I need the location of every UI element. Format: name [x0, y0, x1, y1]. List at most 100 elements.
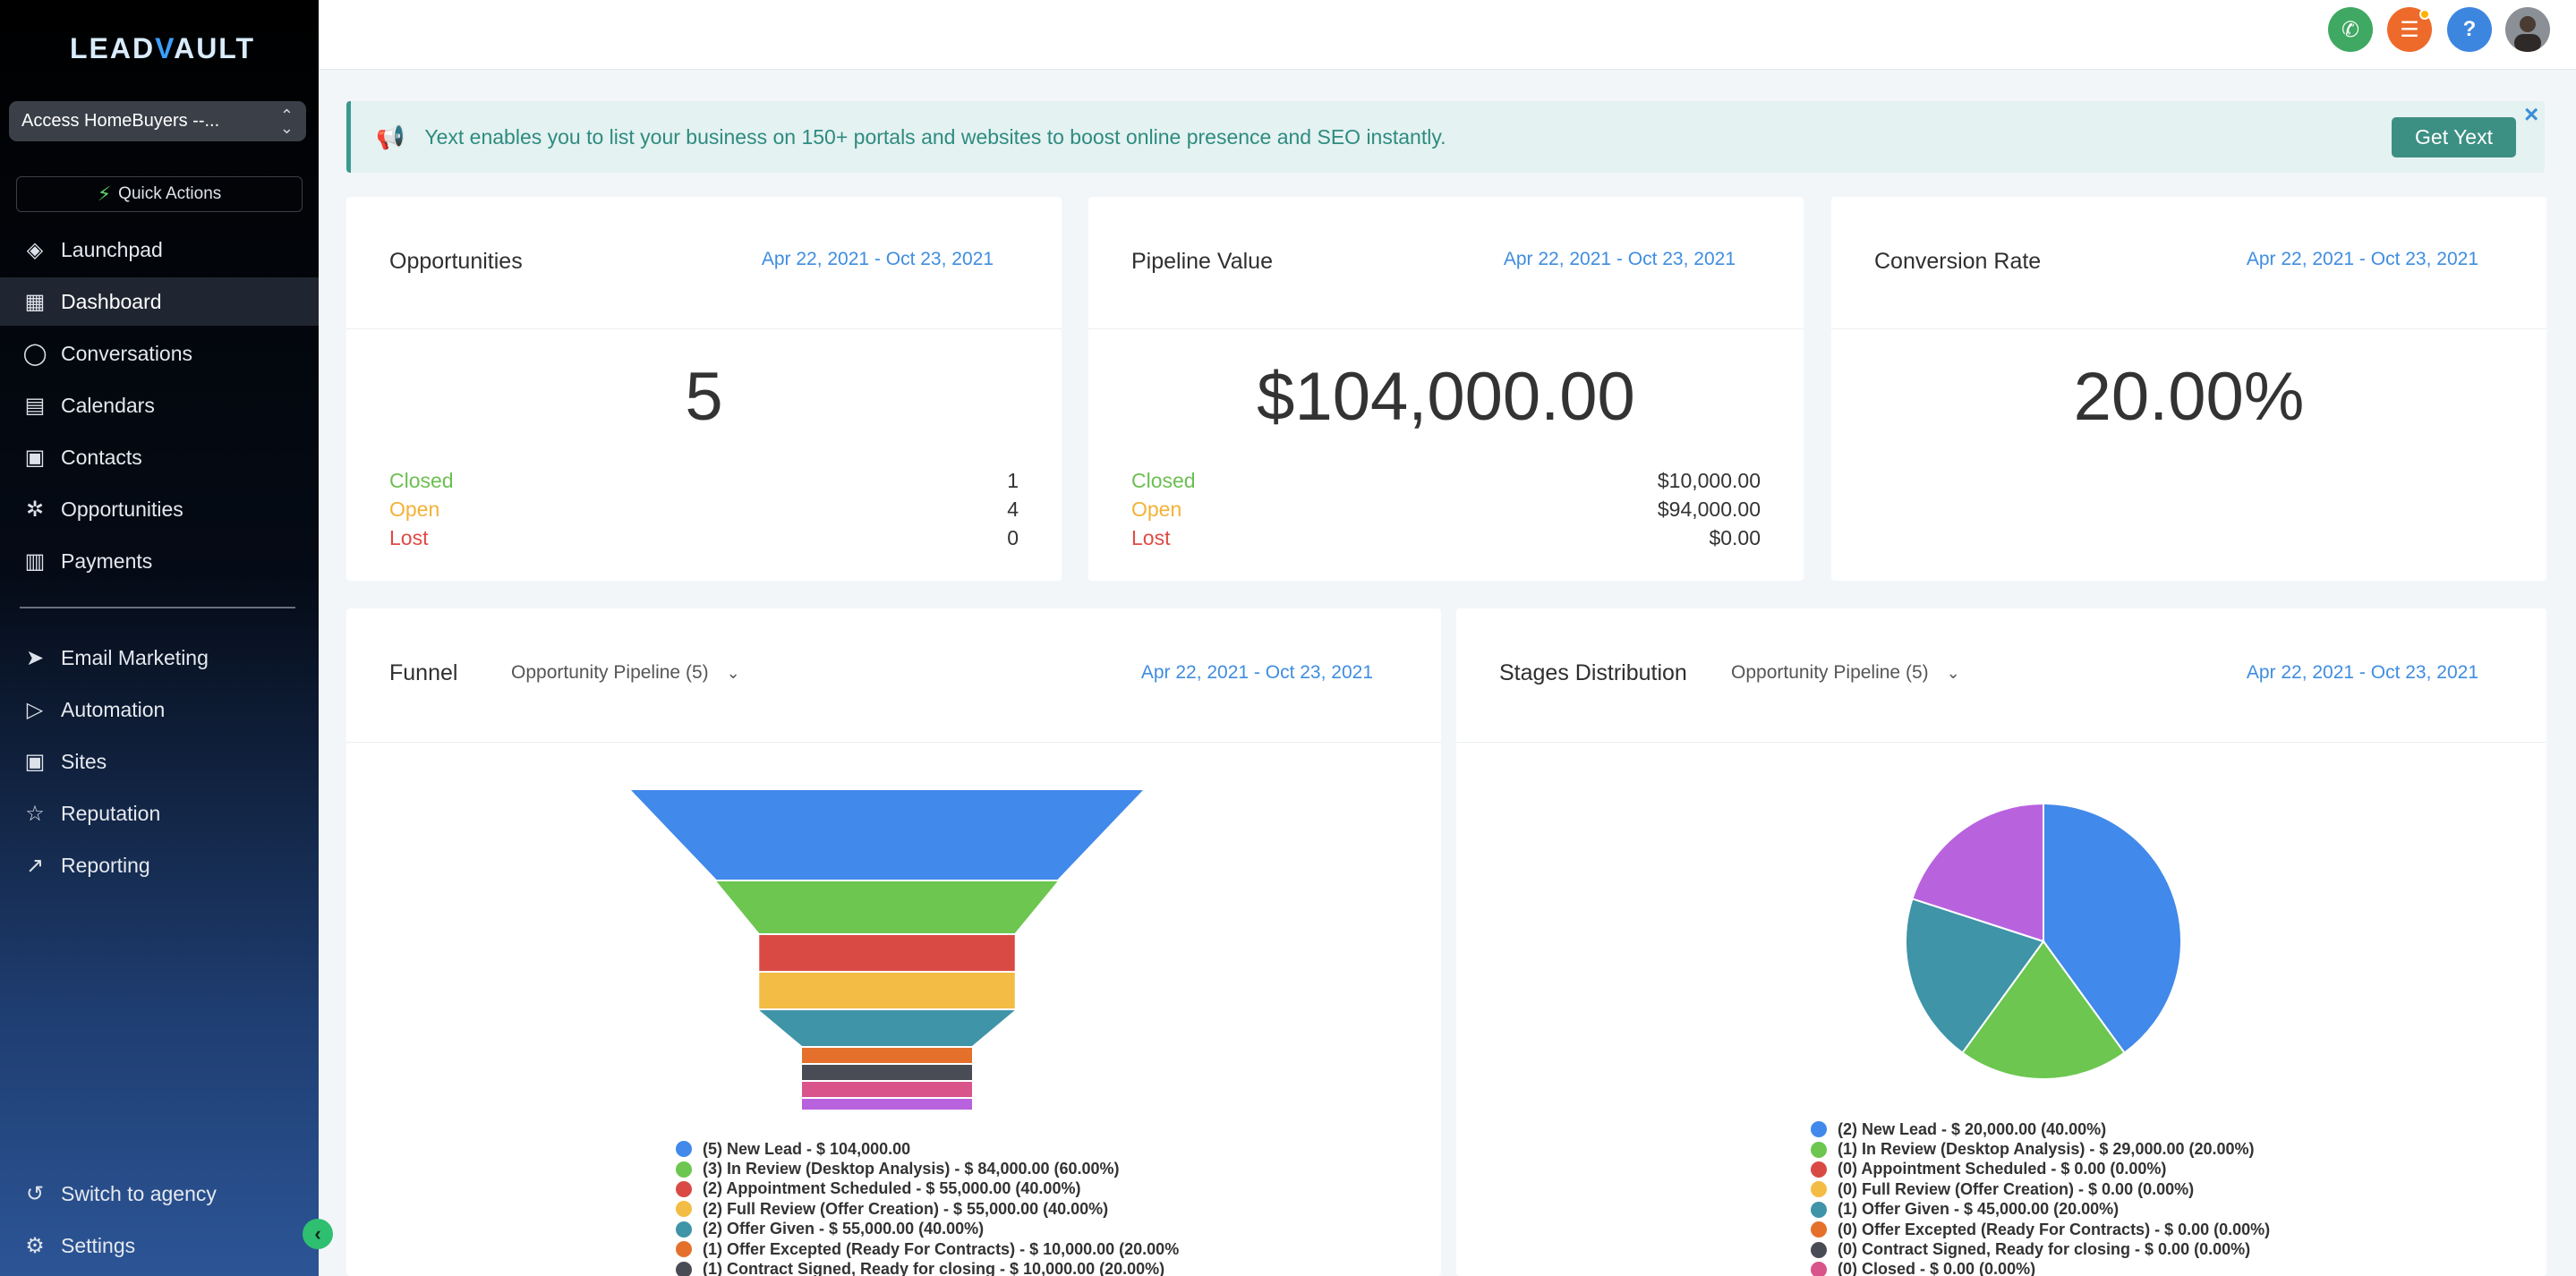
legend-item[interactable]: (0) Offer Excepted (Ready For Contracts)… — [1811, 1220, 2270, 1239]
funnel-segment-0[interactable] — [631, 790, 1143, 880]
date-range[interactable]: Apr 22, 2021 - Oct 23, 2021 — [1503, 249, 1736, 269]
settings-button[interactable]: ⚙ Settings — [0, 1221, 319, 1270]
legend-label: (0) Offer Excepted (Ready For Contracts)… — [1838, 1220, 2271, 1238]
funnel-pipeline-select[interactable]: Opportunity Pipeline (5) ⌄ — [511, 662, 740, 683]
legend-swatch — [676, 1180, 692, 1197]
close-banner-icon[interactable]: × — [2524, 100, 2539, 128]
legend-swatch — [1811, 1201, 1827, 1218]
funnel-segment-3[interactable] — [759, 973, 1015, 1008]
phone-icon: ✆ — [2341, 17, 2360, 42]
calendar-icon: ▤ — [24, 393, 46, 418]
switch-agency-button[interactable]: ↺ Switch to agency — [0, 1170, 319, 1218]
funnel-segment-4[interactable] — [759, 1010, 1015, 1046]
legend-item[interactable]: (2) Offer Given - $ 55,000.00 (40.00%) — [676, 1220, 1179, 1239]
sidebar-item-label: Calendars — [61, 393, 155, 417]
legend-swatch — [1811, 1181, 1827, 1198]
legend-label: (1) Contract Signed, Ready for closing -… — [703, 1260, 1165, 1276]
legend-item[interactable]: (2) New Lead - $ 20,000.00 (40.00%) — [1811, 1119, 2270, 1139]
sidebar-item-calendars[interactable]: ▤ Calendars — [0, 381, 319, 430]
date-range[interactable]: Apr 22, 2021 - Oct 23, 2021 — [761, 249, 994, 269]
stages-pie-chart — [1905, 802, 2182, 1080]
legend-item[interactable]: (3) In Review (Desktop Analysis) - $ 84,… — [676, 1159, 1179, 1178]
sidebar-item-dashboard[interactable]: ▦ Dashboard — [0, 277, 319, 326]
date-range[interactable]: Apr 22, 2021 - Oct 23, 2021 — [2246, 249, 2478, 269]
stages-pipeline-select[interactable]: Opportunity Pipeline (5) ⌄ — [1731, 662, 1960, 683]
opportunities-card: Opportunities Apr 22, 2021 - Oct 23, 202… — [346, 197, 1062, 581]
legend-swatch — [676, 1201, 692, 1218]
star-icon: ☆ — [25, 801, 45, 826]
funnel-segment-2[interactable] — [759, 935, 1015, 971]
legend-label: (2) New Lead - $ 20,000.00 (40.00%) — [1838, 1119, 2107, 1138]
legend-item[interactable]: (0) Contract Signed, Ready for closing -… — [1811, 1239, 2270, 1259]
sidebar-item-contacts[interactable]: ▣ Contacts — [0, 433, 319, 481]
sidebar: LEADVAULT Access HomeBuyers --... ⌃ ⌄ ⚡ Q… — [0, 0, 333, 1276]
sidebar-item-opportunities[interactable]: ✲ Opportunities — [0, 485, 319, 533]
get-yext-button[interactable]: Get Yext — [2392, 117, 2516, 157]
funnel-date-range[interactable]: Apr 22, 2021 - Oct 23, 2021 — [1140, 662, 1373, 683]
funnel-segment-8[interactable] — [802, 1099, 972, 1110]
funnel-segment-6[interactable] — [802, 1065, 972, 1080]
legend-item[interactable]: (1) Contract Signed, Ready for closing -… — [676, 1259, 1179, 1276]
sidebar-item-reputation[interactable]: ☆ Reputation — [0, 789, 319, 838]
stages-date-range[interactable]: Apr 22, 2021 - Oct 23, 2021 — [2246, 662, 2478, 683]
funnel-segment-7[interactable] — [802, 1082, 972, 1097]
sidebar-item-email-marketing[interactable]: ➤ Email Marketing — [0, 634, 319, 682]
legend-label: (1) In Review (Desktop Analysis) - $ 29,… — [1838, 1140, 2255, 1159]
legend-item[interactable]: (0) Full Review (Offer Creation) - $ 0.0… — [1811, 1179, 2270, 1199]
tasks-button[interactable]: ☰ — [2387, 7, 2432, 52]
legend-item[interactable]: (1) In Review (Desktop Analysis) - $ 29,… — [1811, 1139, 2270, 1159]
sidebar-nav-secondary: ➤ Email Marketing ▷ Automation ▣ Sites ☆ Reputa… — [0, 634, 319, 893]
notification-dot — [2419, 9, 2430, 20]
trend-icon: ↗ — [25, 853, 45, 878]
sidebar-item-launchpad[interactable]: ◈ Launchpad — [0, 225, 319, 274]
legend-swatch — [676, 1141, 692, 1158]
row-open: Open $94,000.00 — [1131, 498, 1761, 521]
account-switcher[interactable]: Access HomeBuyers --... ⌃ ⌄ — [9, 101, 306, 141]
sidebar-item-conversations[interactable]: ◯ Conversations — [0, 329, 319, 378]
chevron-updown-icon: ⌃ ⌄ — [279, 106, 294, 137]
sidebar-footer: ↺ Switch to agency ⚙ Settings — [0, 1170, 319, 1273]
legend-item[interactable]: (0) Appointment Scheduled - $ 0.00 (0.00… — [1811, 1160, 2270, 1179]
legend-item[interactable]: (2) Full Review (Offer Creation) - $ 55,… — [676, 1199, 1179, 1219]
sidebar-item-reporting[interactable]: ↗ Reporting — [0, 841, 319, 889]
legend-swatch — [1811, 1141, 1827, 1158]
legend-item[interactable]: (0) Closed - $ 0.00 (0.00%) — [1811, 1260, 2270, 1276]
legend-swatch — [676, 1241, 692, 1258]
funnel-title: Funnel — [389, 660, 458, 685]
sidebar-divider — [20, 607, 295, 608]
funnel-segment-5[interactable] — [802, 1048, 972, 1063]
phone-button[interactable]: ✆ — [2328, 7, 2373, 52]
sidebar-item-label: Conversations — [61, 341, 193, 365]
send-icon: ➤ — [25, 645, 45, 670]
sidebar-item-label: Payments — [61, 549, 153, 573]
legend-item[interactable]: (5) New Lead - $ 104,000.00 — [676, 1139, 1179, 1159]
pie-slice-1[interactable] — [1961, 940, 2126, 1080]
legend-label: (0) Contract Signed, Ready for closing -… — [1838, 1240, 2251, 1259]
legend-label: (0) Full Review (Offer Creation) - $ 0.0… — [1838, 1179, 2195, 1198]
pie-slice-4[interactable] — [1905, 897, 2045, 1054]
card-breakdown: Closed 1 Open 4 Lost 0 — [389, 469, 1019, 555]
sidebar-item-label: Dashboard — [61, 289, 162, 313]
account-name: Access HomeBuyers --... — [21, 111, 220, 131]
legend-swatch — [676, 1261, 692, 1276]
row-open: Open 4 — [389, 498, 1019, 521]
funnel-segment-1[interactable] — [716, 881, 1058, 933]
legend-label: (1) Offer Excepted (Ready For Contracts)… — [703, 1239, 1180, 1258]
user-avatar[interactable] — [2505, 7, 2550, 52]
chat-icon: ◯ — [22, 341, 47, 366]
legend-swatch — [1811, 1241, 1827, 1258]
help-button[interactable]: ? — [2447, 7, 2492, 52]
card-breakdown: Closed $10,000.00 Open $94,000.00 Lost $0.0… — [1131, 469, 1761, 555]
quick-actions-button[interactable]: ⚡ Quick Actions — [16, 176, 303, 212]
collapse-sidebar-button[interactable]: ‹ — [303, 1219, 333, 1249]
sidebar-item-automation[interactable]: ▷ Automation — [0, 685, 319, 734]
legend-item[interactable]: (1) Offer Excepted (Ready For Contracts)… — [676, 1239, 1179, 1259]
pie-slice-8[interactable] — [1911, 802, 2044, 943]
sidebar-item-sites[interactable]: ▣ Sites — [0, 737, 319, 786]
legend-item[interactable]: (2) Appointment Scheduled - $ 55,000.00 … — [676, 1179, 1179, 1199]
pie-slice-0[interactable] — [2043, 802, 2182, 1054]
sidebar-item-payments[interactable]: ▥ Payments — [0, 537, 319, 585]
grid-icon: ▦ — [24, 289, 46, 314]
legend-item[interactable]: (1) Offer Given - $ 45,000.00 (20.00%) — [1811, 1200, 2270, 1220]
globe-icon: ▣ — [24, 749, 46, 774]
